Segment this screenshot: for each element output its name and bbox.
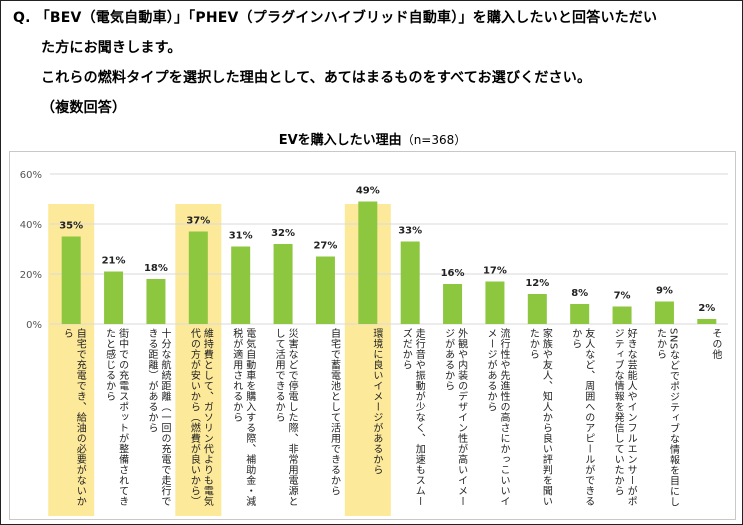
data-label: 32% bbox=[271, 228, 295, 239]
category-label: 街中での充電スポットが整備されてきたと感じるから bbox=[103, 328, 128, 507]
data-label: 16% bbox=[441, 268, 465, 279]
category-label: 十分な航続距離（一回の充電で走行できる距離）があるから bbox=[145, 328, 170, 507]
question-line-4: （複数回答） bbox=[41, 100, 127, 116]
category-label: その他 bbox=[709, 328, 721, 360]
category-label: 電気自動車を購入する際、補助金・減税が適用されるから bbox=[230, 328, 255, 507]
chart-area: 0% 20% 40% 60% 35% 21% 18% 37% 31% 32% 27% 49% 33% 16… bbox=[9, 151, 736, 520]
question-line-3: これらの燃料タイプを選択した理由として、あてはまるものをすべてお選びください。 bbox=[41, 70, 592, 86]
chart-title: EVを購入したい理由 bbox=[278, 133, 402, 148]
data-label: 33% bbox=[398, 226, 422, 237]
category-label: 外観や内装のデザイン性が高いイメージがあるから bbox=[442, 328, 467, 507]
y-tick-label: 20% bbox=[20, 270, 42, 281]
data-label: 7% bbox=[614, 291, 631, 302]
data-label: 2% bbox=[698, 303, 715, 314]
bar bbox=[146, 279, 166, 324]
y-tick-label: 60% bbox=[20, 170, 42, 181]
bar bbox=[485, 281, 505, 324]
bar bbox=[104, 271, 124, 324]
category-label: 環境に良いイメージがあるから bbox=[370, 328, 382, 475]
data-label: 31% bbox=[229, 231, 253, 242]
data-label: 49% bbox=[356, 186, 380, 197]
bar bbox=[527, 294, 547, 324]
bar bbox=[358, 201, 378, 324]
bar bbox=[400, 241, 420, 324]
data-label: 8% bbox=[571, 288, 588, 299]
data-label: 9% bbox=[656, 286, 673, 297]
question-line-1: Q. 「BEV（電気自動車）」「PHEV（プラグインハイブリッド自動車）」を購入… bbox=[13, 10, 658, 26]
category-label: 流行性や先進性の高さにかっこいいイメージがあるから bbox=[484, 328, 509, 507]
category-label: 好きな芸能人やインフルエンサーがポジティブな情報を発信していたから bbox=[612, 328, 637, 507]
category-label: 自宅で蓄電池として活用できるから bbox=[328, 328, 340, 496]
bar-chart: 0% 20% 40% 60% 35% 21% 18% 37% 31% 32% 27% 49% 33% 16… bbox=[20, 170, 728, 516]
category-label: 維持費として、ガソリン代よりも電気代の方が安いから（燃費が良いから） bbox=[188, 328, 213, 507]
data-label: 12% bbox=[525, 278, 549, 289]
bar bbox=[654, 301, 674, 324]
data-label: 37% bbox=[186, 216, 210, 227]
bar bbox=[188, 231, 208, 324]
category-label: SNSなどでポジティブな情報を目にしたから bbox=[654, 328, 679, 508]
bar bbox=[697, 319, 717, 324]
chart-title-wrap: EVを購入したい理由（n=368） bbox=[1, 129, 743, 148]
bar bbox=[273, 244, 293, 324]
category-label: 走行音や振動が少なく、加速もスムーズだから bbox=[400, 328, 425, 507]
bar bbox=[612, 306, 632, 324]
bar bbox=[315, 256, 335, 324]
category-label: 友人など、周囲へのアピールができるから bbox=[569, 328, 594, 507]
data-label: 18% bbox=[144, 263, 168, 274]
data-label: 17% bbox=[483, 266, 507, 277]
category-label: 家族や友人、知人から良い評判を聞いたから bbox=[527, 328, 552, 507]
data-label: 35% bbox=[59, 221, 83, 232]
category-label: 自宅で充電でき、給油の必要がないから bbox=[61, 328, 86, 507]
category-label: 災害などで停電した際、非常用電源として活用できるから bbox=[273, 328, 298, 507]
data-label: 21% bbox=[102, 256, 126, 267]
bar bbox=[443, 284, 463, 324]
chart-sample-size: （n=368） bbox=[401, 133, 467, 147]
bar bbox=[61, 236, 81, 324]
data-label: 27% bbox=[313, 241, 337, 252]
question-line-2: た方にお聞きします。 bbox=[41, 40, 182, 56]
y-tick-label: 40% bbox=[20, 220, 42, 231]
bar bbox=[570, 304, 590, 324]
y-tick-label: 0% bbox=[26, 320, 42, 331]
bar bbox=[231, 246, 251, 324]
